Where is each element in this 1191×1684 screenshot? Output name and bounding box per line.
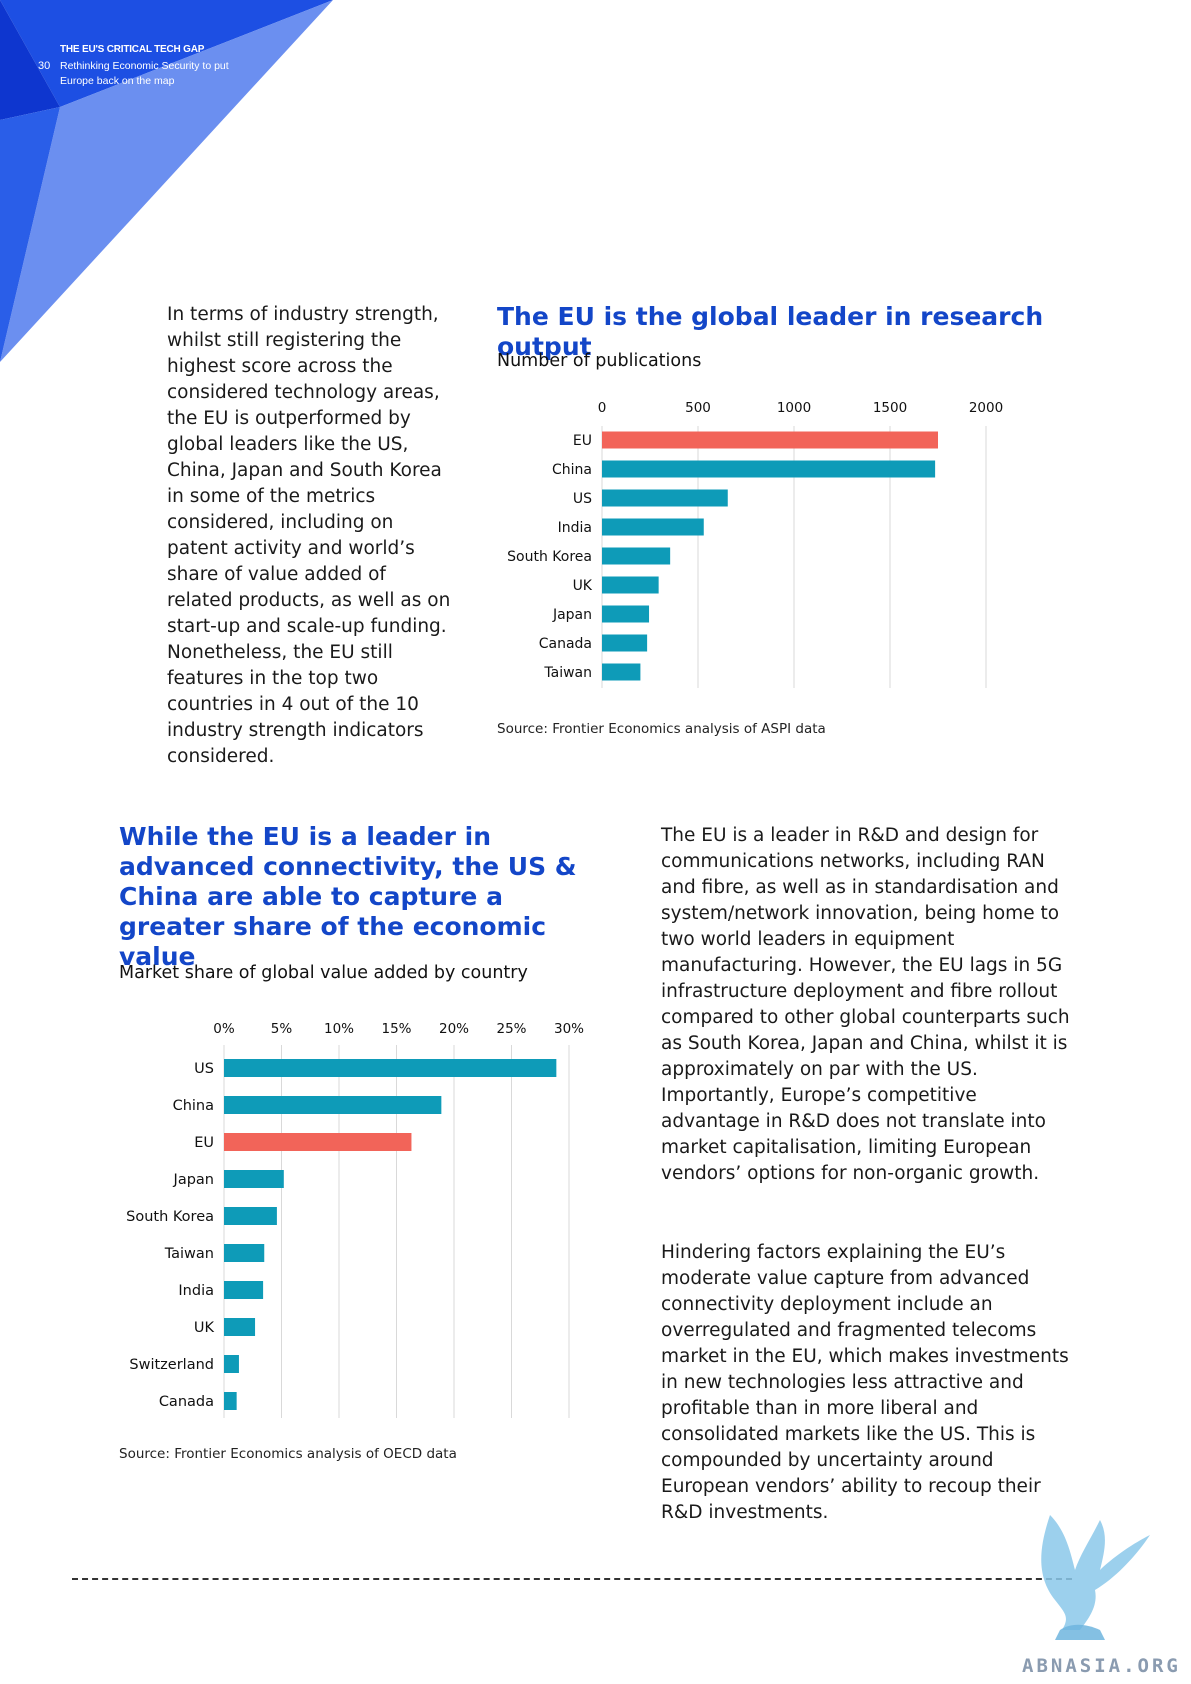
x-tick-label: 5% (271, 1021, 293, 1037)
bar-south-korea (224, 1207, 277, 1225)
bar-china (602, 460, 936, 478)
bar-uk (224, 1318, 256, 1336)
category-label: US (573, 491, 592, 507)
page-number: 30 (38, 60, 51, 72)
bar-canada (602, 634, 648, 652)
category-label: EU (194, 1135, 214, 1151)
connectivity-paragraph-2: Hindering factors explaining the EU’s mo… (661, 1242, 1069, 1523)
x-tick-label: 0% (213, 1021, 235, 1037)
bar-japan (602, 605, 650, 623)
category-label: India (178, 1283, 214, 1299)
bar-us (602, 489, 728, 507)
bar-china (224, 1096, 442, 1114)
category-label: Japan (552, 607, 592, 623)
chart2-subtitle: Market share of global value added by co… (119, 963, 528, 983)
bar-taiwan (224, 1244, 265, 1262)
chart1-publications: 0 500 1000 1500 2000 EU China US India South Kore… (507, 400, 1003, 688)
chart1-subtitle: Number of publications (497, 351, 702, 371)
category-label: Taiwan (164, 1246, 214, 1262)
bar-taiwan (602, 663, 641, 681)
x-tick-label: 10% (324, 1021, 354, 1037)
category-label: EU (573, 433, 592, 449)
category-label: South Korea (126, 1209, 214, 1225)
report-subtitle: Rethinking Economic Security to put Euro… (60, 60, 229, 87)
watermark-logo (1041, 1515, 1150, 1640)
bar-india (224, 1281, 264, 1299)
intro-paragraph: In terms of industry strength, whilst st… (167, 304, 451, 767)
bar-japan (224, 1170, 284, 1188)
category-label: Switzerland (129, 1357, 214, 1373)
x-tick-label: 20% (439, 1021, 469, 1037)
category-label: Canada (539, 636, 592, 652)
footer-divider (72, 1578, 1072, 1580)
bar-switzerland (224, 1355, 239, 1373)
x-tick-label: 1000 (777, 400, 811, 416)
chart1-title: The EU is the global leader in research … (497, 302, 1044, 361)
bar-india (602, 518, 704, 536)
bar-south-korea (602, 547, 671, 565)
chart2-title: While the EU is a leader in advanced con… (119, 822, 577, 971)
chart1-source: Source: Frontier Economics analysis of A… (497, 721, 826, 737)
chart2-market-share: 0% 5% 10% 15% 20% 25% 30% US China EU Japan South K… (126, 1021, 584, 1418)
connectivity-paragraph-1: The EU is a leader in R&D and design for… (661, 825, 1070, 1184)
bar-canada (224, 1392, 237, 1410)
category-label: US (194, 1061, 214, 1077)
x-tick-label: 1500 (873, 400, 907, 416)
report-title: THE EU'S CRITICAL TECH GAP (60, 44, 205, 55)
bar-eu (224, 1133, 412, 1151)
category-label: South Korea (507, 549, 592, 565)
category-label: UK (194, 1320, 215, 1336)
chart2-source: Source: Frontier Economics analysis of O… (119, 1446, 457, 1462)
bar-us (224, 1059, 557, 1077)
x-tick-label: 25% (496, 1021, 526, 1037)
bar-uk (602, 576, 659, 594)
category-label: India (558, 520, 592, 536)
x-tick-label: 0 (598, 400, 607, 416)
category-label: China (552, 462, 592, 478)
corner-decoration (0, 0, 333, 362)
x-tick-label: 15% (381, 1021, 411, 1037)
x-tick-label: 500 (685, 400, 711, 416)
category-label: Japan (173, 1172, 214, 1188)
category-label: China (173, 1098, 214, 1114)
watermark-text: ABNASIA.ORG (1022, 1655, 1181, 1677)
x-tick-label: 30% (554, 1021, 584, 1037)
category-label: UK (573, 578, 593, 594)
x-tick-label: 2000 (969, 400, 1003, 416)
category-label: Canada (159, 1394, 214, 1410)
category-label: Taiwan (543, 665, 592, 681)
bar-eu (602, 431, 938, 449)
